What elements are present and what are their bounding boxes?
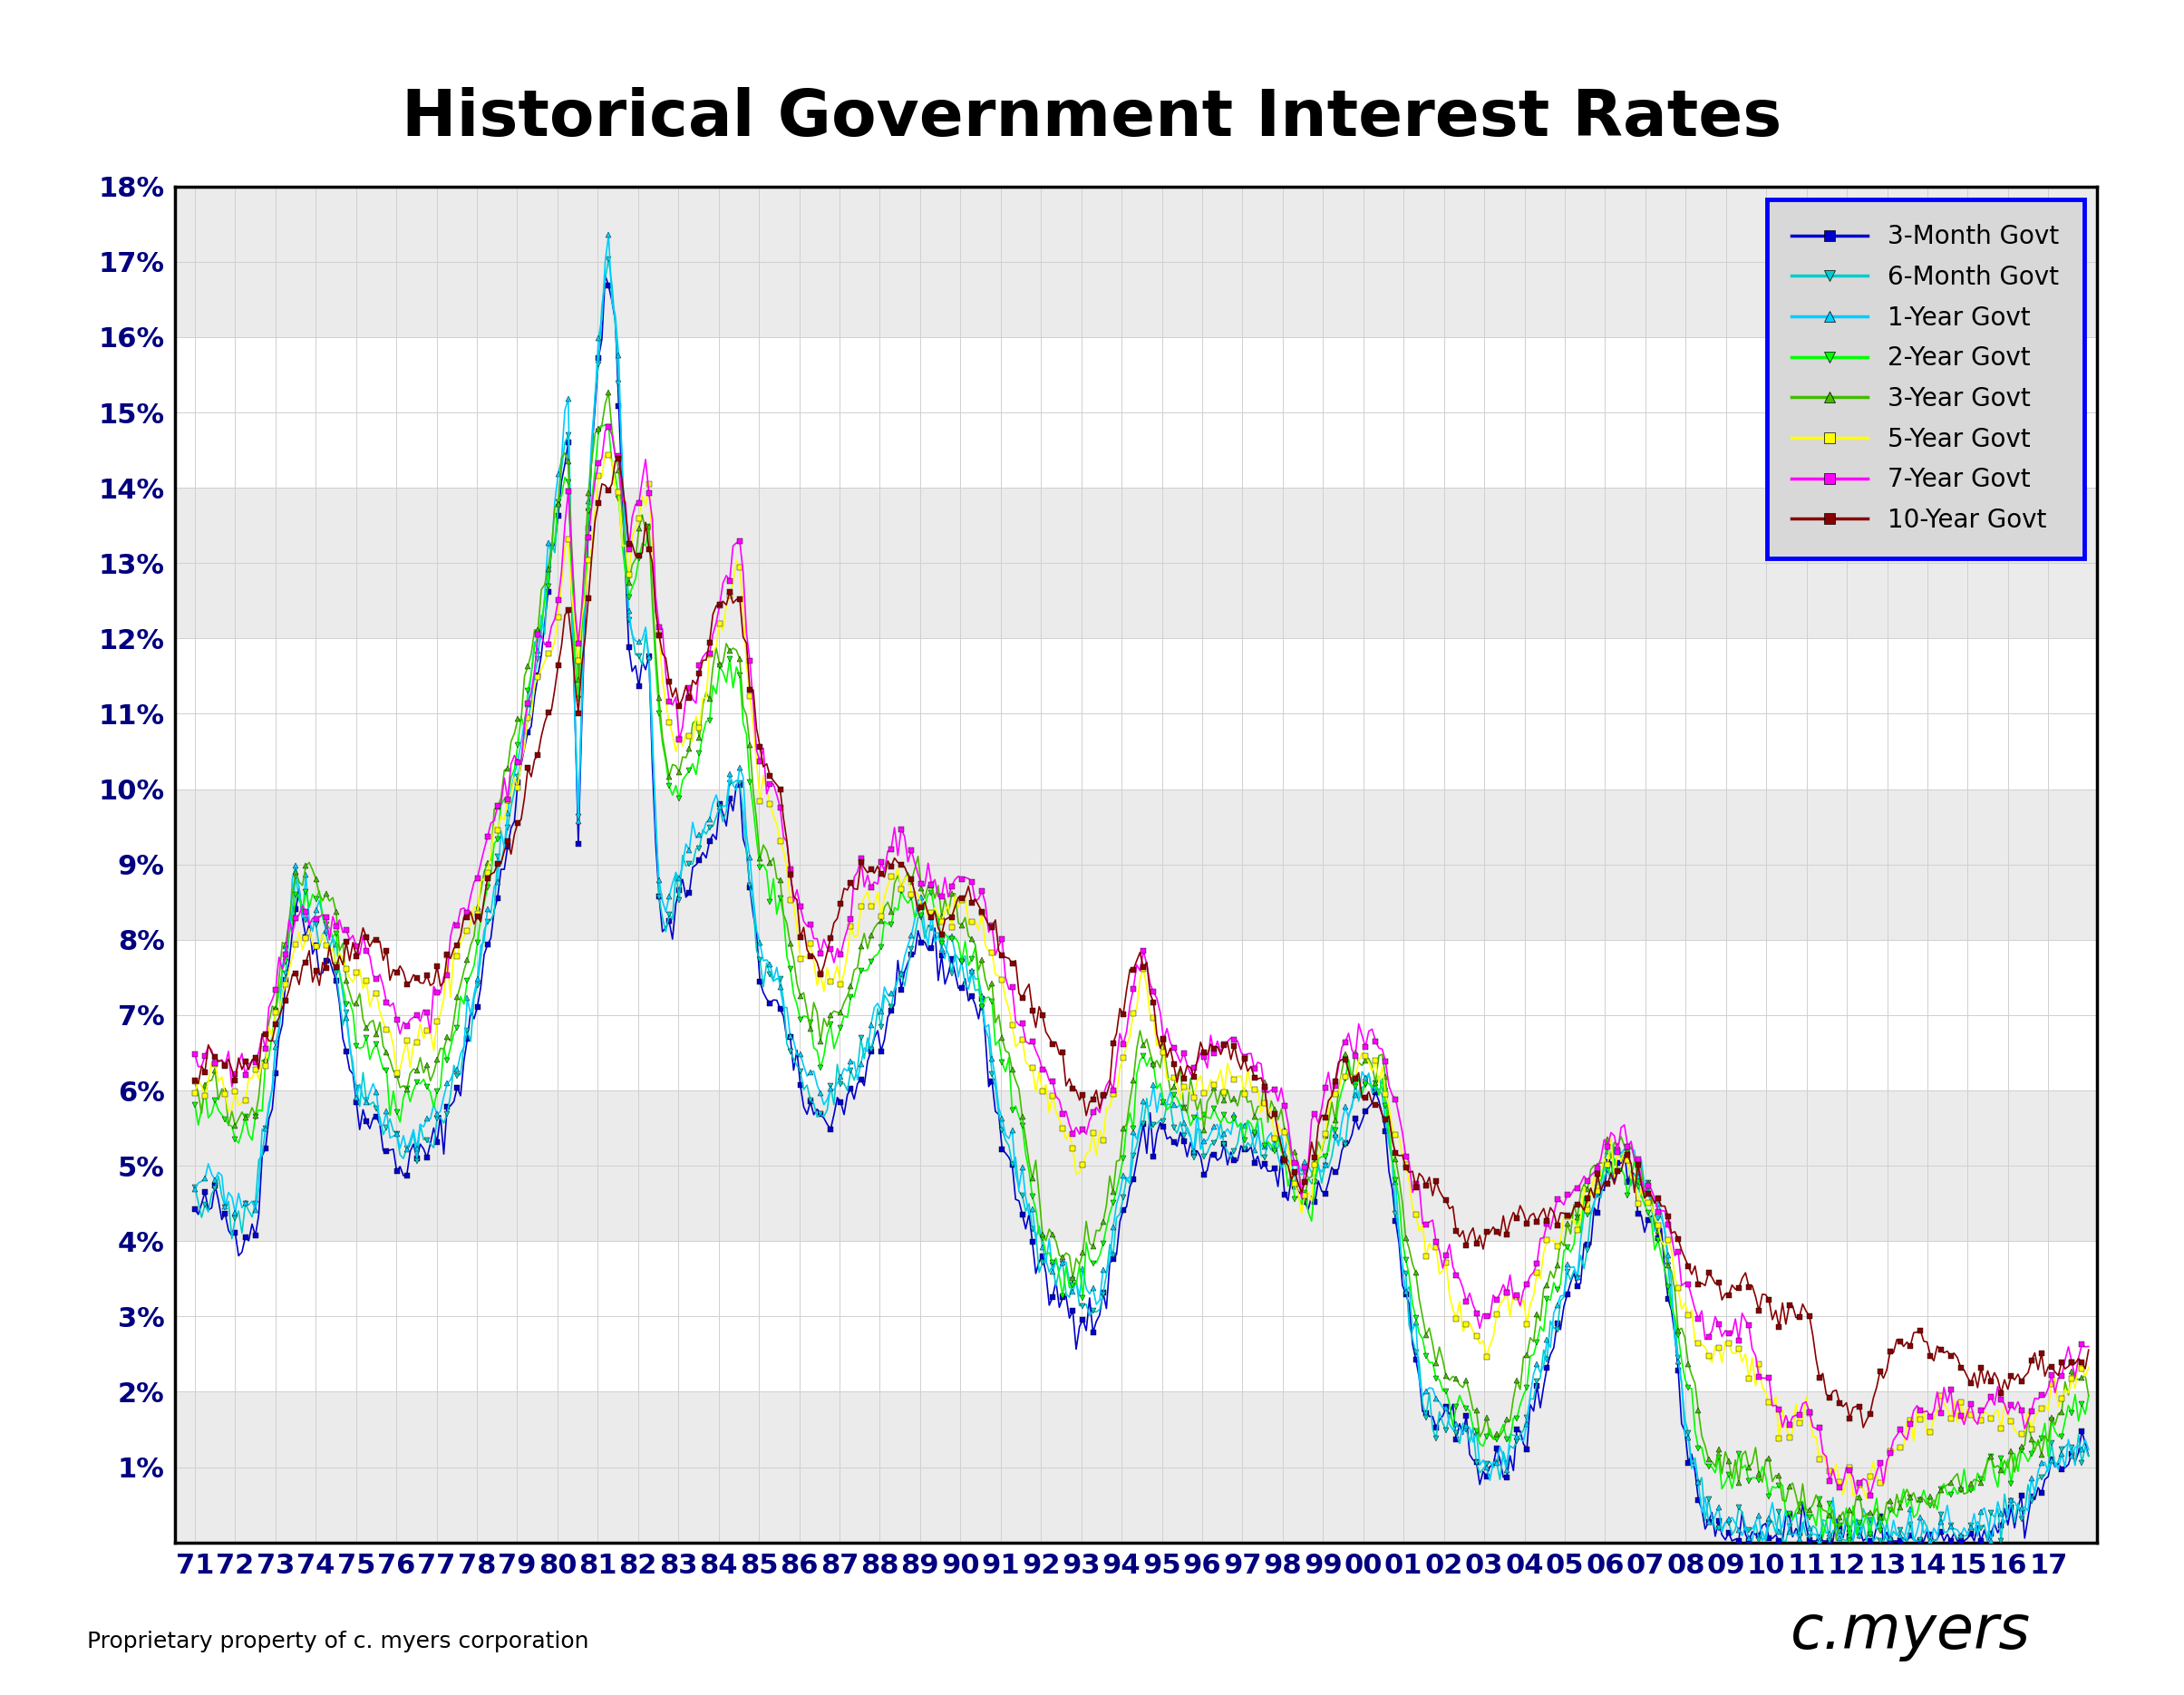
Bar bbox=[175, 186, 2097, 337]
Bar bbox=[175, 790, 2097, 939]
Legend: 3-Month Govt, 6-Month Govt, 1-Year Govt, 2-Year Govt, 3-Year Govt, 5-Year Govt, : 3-Month Govt, 6-Month Govt, 1-Year Govt,… bbox=[1767, 198, 2084, 558]
Bar bbox=[175, 1392, 2097, 1542]
Bar bbox=[175, 488, 2097, 639]
Text: c.myers: c.myers bbox=[1791, 1602, 2031, 1661]
Text: Proprietary property of c. myers corporation: Proprietary property of c. myers corpora… bbox=[87, 1631, 590, 1653]
Text: Historical Government Interest Rates: Historical Government Interest Rates bbox=[402, 88, 1782, 149]
Bar bbox=[175, 1090, 2097, 1241]
